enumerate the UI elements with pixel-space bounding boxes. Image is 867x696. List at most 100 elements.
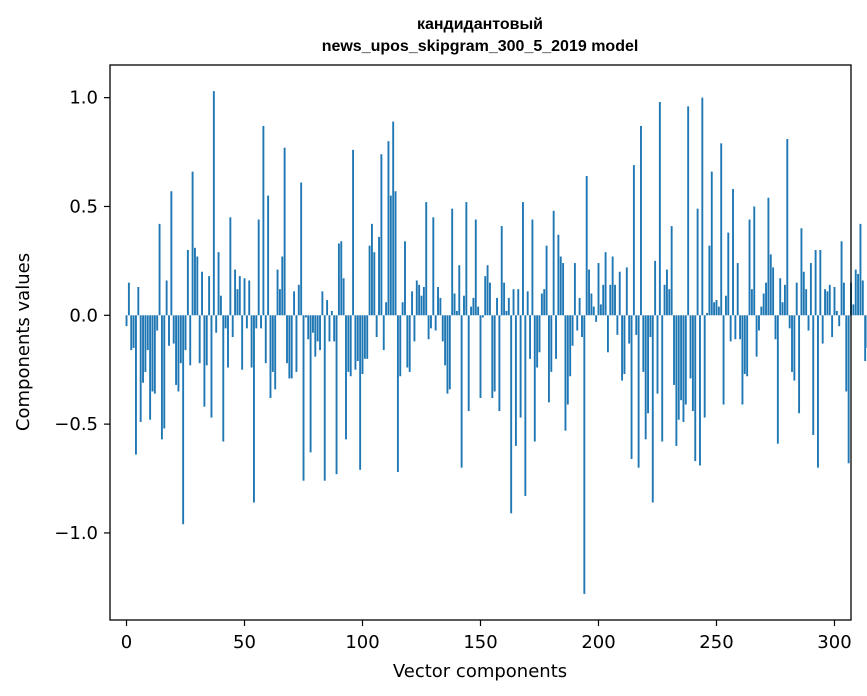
bar-310: [857, 273, 860, 316]
bar-179: [547, 315, 550, 403]
bar-19: [170, 191, 173, 316]
bar-237: [684, 315, 687, 405]
bar-291: [812, 315, 815, 435]
bar-272: [767, 197, 770, 316]
bar-186: [564, 315, 567, 431]
bar-276: [776, 315, 779, 444]
bar-94: [347, 315, 350, 372]
bar-311: [859, 223, 862, 316]
bar-271: [765, 282, 767, 316]
bar-157: [496, 297, 498, 316]
bar-173: [533, 315, 536, 442]
bar-223: [651, 315, 654, 503]
bar-299: [831, 315, 834, 338]
bar-104: [371, 223, 373, 316]
bar-131: [434, 315, 437, 331]
bar-183: [557, 234, 560, 316]
bar-105: [373, 252, 376, 316]
bar-100: [361, 315, 364, 375]
bar-221: [647, 315, 649, 414]
bar-4: [135, 315, 137, 455]
bar-133: [439, 297, 442, 316]
bar-192: [578, 297, 581, 316]
bar-97: [354, 315, 357, 370]
bar-37: [212, 91, 215, 316]
bar-91: [340, 241, 343, 316]
x-tick-label: 250: [699, 632, 733, 653]
bar-313: [864, 315, 867, 361]
bar-45: [231, 315, 234, 338]
y-tick-label: −0.5: [54, 414, 98, 435]
bar-261: [741, 315, 744, 405]
bar-20: [172, 315, 175, 344]
bar-151: [481, 315, 484, 318]
bar-108: [380, 154, 383, 316]
bar-273: [769, 254, 772, 316]
bar-288: [805, 289, 808, 316]
bar-24: [182, 315, 185, 525]
bar-245: [703, 315, 706, 418]
bar-55: [255, 315, 258, 329]
bar-300: [833, 287, 836, 316]
bar-296: [824, 289, 826, 316]
ticks-group: 0 50 100 150 200 250 300 −1.0 −0.5 0.0 0.5 1.0: [54, 88, 851, 653]
bar-197: [590, 293, 593, 316]
bar-167: [519, 315, 522, 418]
bar-229: [665, 269, 668, 316]
bar-218: [640, 125, 642, 316]
bar-247: [708, 245, 711, 316]
bar-95: [349, 315, 352, 377]
bar-30: [196, 256, 199, 316]
bar-60: [267, 195, 270, 316]
bar-290: [809, 263, 812, 316]
bar-254: [724, 295, 727, 316]
chart-title-line-1: кандидантовый: [417, 16, 543, 33]
bar-63: [274, 315, 277, 390]
bar-236: [682, 315, 685, 422]
bar-14: [158, 223, 161, 316]
bar-54: [253, 315, 255, 503]
bar-38: [215, 315, 218, 333]
bar-306: [847, 315, 850, 464]
bar-239: [689, 315, 692, 379]
bar-202: [602, 284, 605, 316]
bar-203: [604, 252, 607, 316]
bar-171: [529, 315, 531, 359]
bar-302: [838, 315, 841, 327]
bar-87: [330, 310, 333, 316]
bar-65: [278, 289, 281, 316]
bar-211: [623, 315, 626, 375]
bar-269: [760, 306, 763, 316]
x-axis-label: Vector components: [393, 661, 567, 682]
bar-274: [772, 267, 775, 316]
bar-166: [517, 289, 520, 316]
bar-73: [297, 284, 300, 316]
bar-278: [781, 302, 784, 316]
bar-281: [788, 315, 791, 329]
bar-118: [404, 241, 406, 316]
plot-frame: [109, 64, 852, 621]
bar-35: [208, 276, 211, 316]
bar-86: [328, 315, 331, 342]
bar-253: [722, 315, 725, 405]
bar-85: [326, 300, 329, 316]
bar-250: [715, 300, 718, 316]
bar-119: [406, 315, 409, 368]
bar-216: [635, 315, 638, 335]
bar-178: [545, 245, 548, 316]
bar-289: [807, 315, 810, 331]
bar-49: [241, 315, 244, 370]
bar-159: [500, 226, 503, 316]
bar-69: [288, 315, 291, 379]
bar-180: [550, 315, 553, 372]
bar-110: [385, 302, 388, 316]
bar-18: [168, 315, 170, 346]
bar-266: [753, 206, 756, 316]
bar-57: [260, 315, 262, 329]
bar-243: [699, 315, 701, 466]
y-tick-label: 1.0: [69, 88, 98, 109]
bar-116: [399, 315, 402, 377]
bar-188: [569, 315, 572, 377]
bar-163: [510, 315, 513, 514]
y-axis-label: Components values: [13, 253, 34, 431]
